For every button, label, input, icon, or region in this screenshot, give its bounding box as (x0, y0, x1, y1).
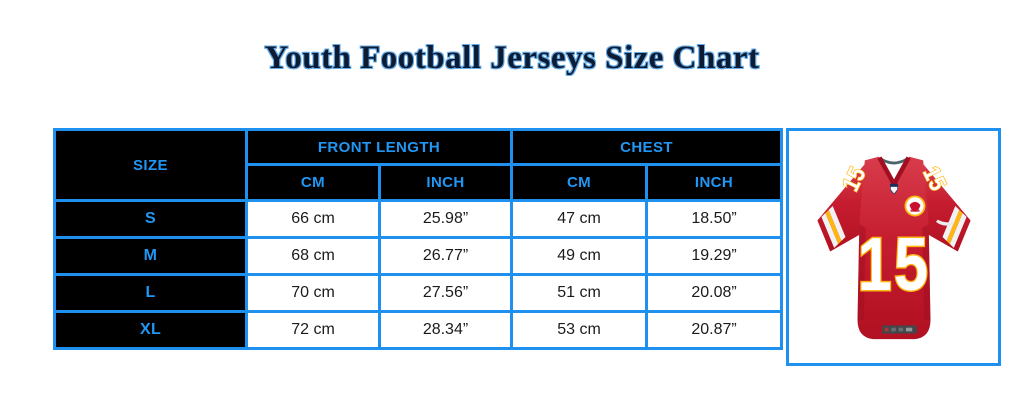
size-cell: S (53, 199, 248, 239)
chest-inch-value: 19.29” (645, 236, 784, 276)
table-row: S 66 cm 25.98” 47 cm 18.50” (53, 199, 784, 239)
jersey-left-sleeve (816, 164, 868, 252)
nfl-shield-icon (889, 183, 898, 195)
chest-inch-value: 18.50” (645, 199, 784, 239)
table-header-row-groups: SIZE FRONT LENGTH CHEST (53, 128, 784, 202)
size-cell: M (53, 236, 248, 276)
front-length-inch-value: 26.77” (377, 236, 514, 276)
front-length-inch-value: 27.56” (377, 273, 514, 313)
team-patch-icon (903, 195, 925, 217)
front-length-cm-value: 68 cm (245, 236, 381, 276)
chest-cm-value: 51 cm (510, 273, 649, 313)
front-length-cm-value: 70 cm (245, 273, 381, 313)
jersey-side-shade (921, 224, 930, 320)
swoosh-icon (935, 219, 955, 226)
front-length-inch-value: 28.34” (377, 310, 514, 350)
size-column-header: SIZE (53, 128, 248, 202)
front-length-cm-value: 66 cm (245, 199, 381, 239)
chest-cm-value: 49 cm (510, 236, 649, 276)
jersey-image-box: 15 15 15 (786, 128, 1001, 366)
chest-inch-value: 20.08” (645, 273, 784, 313)
table-row: XL 72 cm 28.34” 53 cm 20.87” (53, 310, 784, 350)
front-length-inch-value: 25.98” (377, 199, 514, 239)
table-row: L 70 cm 27.56” 51 cm 20.08” (53, 273, 784, 313)
chest-header: CHEST (510, 128, 784, 166)
size-cell: XL (53, 310, 248, 350)
front-length-cm-header: CM (245, 163, 381, 202)
size-cell: L (53, 273, 248, 313)
chest-cm-value: 53 cm (510, 310, 649, 350)
table-row: M 68 cm 26.77” 49 cm 19.29” (53, 236, 784, 276)
table-header-row-units: CM INCH CM INCH (55, 163, 784, 202)
jock-tag (881, 325, 917, 334)
front-length-header: FRONT LENGTH (244, 128, 514, 166)
jersey-side-shade (857, 224, 866, 320)
chest-inch-value: 20.87” (645, 310, 784, 350)
chest-cm-header: CM (510, 163, 649, 202)
size-chart-table: SIZE FRONT LENGTH CHEST CM INCH CM INCH … (53, 128, 784, 350)
front-length-inch-header: INCH (377, 163, 514, 202)
jersey-image: 15 15 15 (816, 156, 971, 340)
chest-inch-header: INCH (645, 163, 784, 202)
front-length-cm-value: 72 cm (245, 310, 381, 350)
chest-cm-value: 47 cm (510, 199, 649, 239)
chest-number: 15 (857, 223, 930, 306)
page-title: Youth Football Jerseys Size Chart (264, 40, 760, 76)
